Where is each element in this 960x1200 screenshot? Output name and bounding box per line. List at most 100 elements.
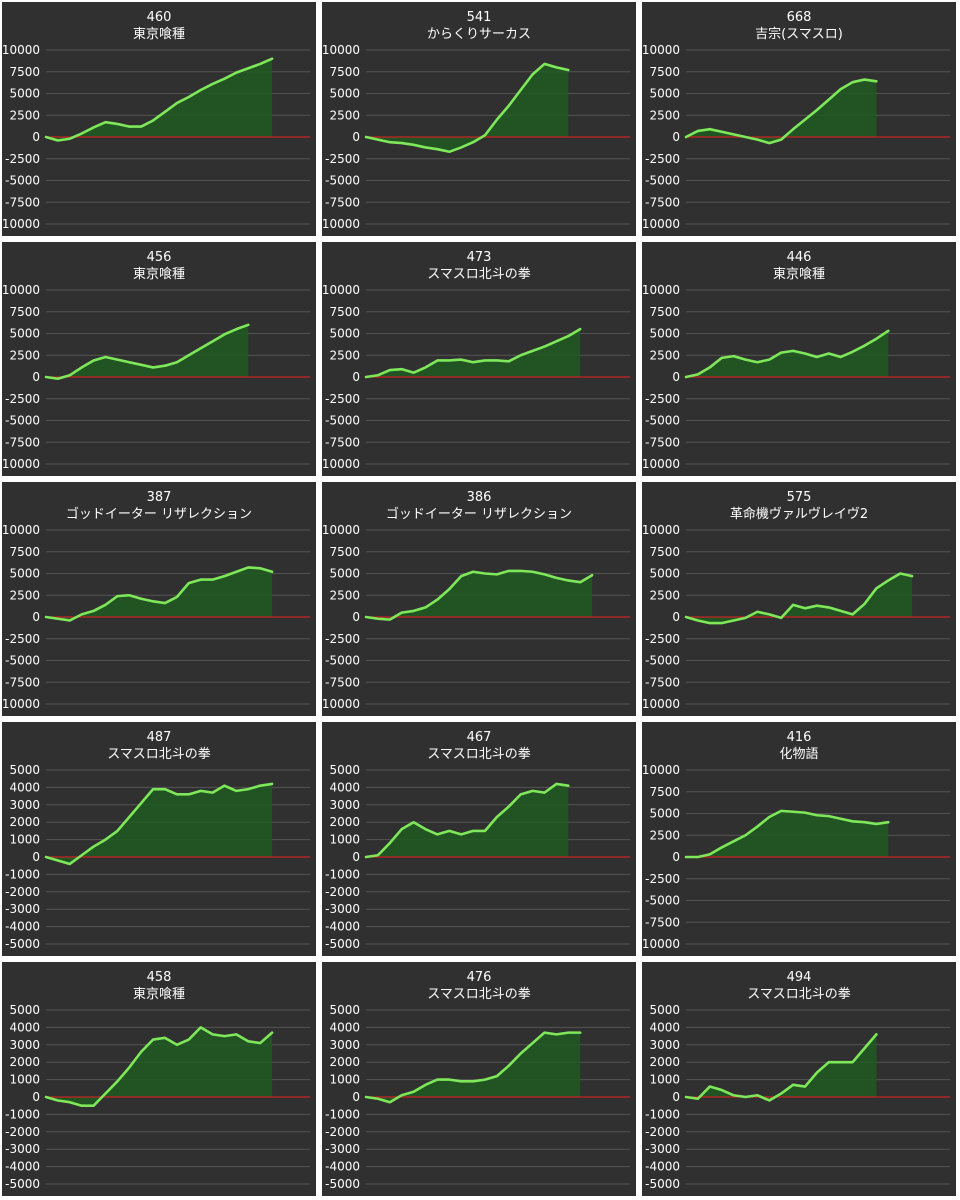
data-point: [247, 324, 249, 326]
y-tick-label: -5000: [645, 654, 680, 668]
chart-subtitle: 吉宗(スマスロ): [755, 26, 843, 42]
data-point: [899, 572, 901, 574]
data-point: [828, 815, 830, 817]
data-point: [448, 359, 450, 361]
y-tick-label: -10000: [322, 217, 360, 231]
y-tick-label: -4000: [5, 920, 40, 934]
data-point: [472, 571, 474, 573]
y-tick-label: -7500: [5, 195, 40, 209]
data-point: [768, 142, 770, 144]
data-point: [756, 825, 758, 827]
series-line: [684, 1033, 878, 1102]
data-point: [768, 816, 770, 818]
data-point: [780, 1092, 782, 1094]
data-point: [69, 138, 71, 140]
data-point: [200, 1026, 202, 1028]
y-tick-label: 2000: [329, 815, 360, 829]
series-area: [686, 573, 913, 624]
y-tick-label: 5000: [329, 327, 360, 341]
y-tick-label: 2000: [329, 1055, 360, 1069]
data-point: [744, 358, 746, 360]
y-tick-label: 10000: [642, 523, 680, 537]
chart-title: 494: [787, 970, 812, 985]
data-point: [247, 1040, 249, 1042]
y-tick-label: -1000: [5, 867, 40, 881]
chart-title: 487: [147, 730, 172, 745]
data-point: [744, 1096, 746, 1098]
y-tick-label: -10000: [2, 697, 40, 711]
data-point: [69, 374, 71, 376]
data-point: [543, 63, 545, 65]
data-point: [401, 368, 403, 370]
y-tick-label: -2000: [325, 1125, 360, 1139]
series-area: [686, 330, 889, 377]
data-point: [875, 338, 877, 340]
chart-panel: 386 ゴッドイーター リザレクション 10000 7500 5000 2500 0 -250…: [322, 482, 636, 716]
data-point: [851, 81, 853, 83]
y-tick-label: 10000: [2, 43, 40, 57]
data-point: [508, 104, 510, 106]
data-point: [756, 611, 758, 613]
data-point: [780, 617, 782, 619]
data-point: [164, 1037, 166, 1039]
y-tick-label: 2000: [9, 1055, 40, 1069]
data-point: [152, 788, 154, 790]
data-point: [271, 571, 273, 573]
series-line: [44, 782, 274, 866]
chart-panel: 494 スマスロ北斗の拳 5000 4000 3000 2000 1000 0 -1000 -20…: [642, 962, 956, 1196]
chart-panel: 458 東京喰種 5000 4000 3000 2000 1000 0 -1000 -2000 -3…: [2, 962, 316, 1196]
y-tick-label: -7500: [5, 675, 40, 689]
y-tick-label: -2500: [645, 392, 680, 406]
y-tick-label: 5000: [649, 807, 680, 821]
y-tick-label: 10000: [642, 763, 680, 777]
data-point: [365, 136, 367, 138]
data-point: [436, 833, 438, 835]
data-point: [69, 619, 71, 621]
data-point: [709, 366, 711, 368]
data-point: [496, 816, 498, 818]
y-tick-label: 7500: [649, 545, 680, 559]
chart-title: 458: [147, 970, 172, 985]
data-point: [863, 344, 865, 346]
data-point: [804, 607, 806, 609]
data-point: [840, 356, 842, 358]
data-point: [567, 335, 569, 337]
y-tick-label: -5000: [645, 414, 680, 428]
data-point: [828, 1061, 830, 1063]
series-area: [686, 1034, 877, 1101]
data-point: [531, 571, 533, 573]
data-point: [152, 1038, 154, 1040]
y-tick-label: -2500: [645, 632, 680, 646]
chart-subtitle: ゴッドイーター リザレクション: [386, 506, 572, 522]
data-point: [460, 358, 462, 360]
data-point: [365, 856, 367, 858]
chart-panel: 456 東京喰種 10000 7500 5000 2500 0 -2500 -5000 -7500…: [2, 242, 316, 476]
data-point: [247, 788, 249, 790]
series-line: [364, 62, 570, 154]
data-point: [200, 89, 202, 91]
data-point: [247, 566, 249, 568]
y-tick-label: 5000: [9, 567, 40, 581]
y-tick-label: 7500: [649, 305, 680, 319]
series-area: [686, 810, 889, 857]
data-point: [508, 1064, 510, 1066]
data-point: [709, 128, 711, 130]
data-point: [816, 604, 818, 606]
data-point: [496, 573, 498, 575]
series-area: [686, 79, 877, 144]
data-point: [685, 856, 687, 858]
data-point: [448, 830, 450, 832]
data-point: [472, 1080, 474, 1082]
y-tick-label: -2500: [325, 392, 360, 406]
data-point: [732, 840, 734, 842]
data-point: [816, 109, 818, 111]
data-point: [412, 144, 414, 146]
data-point: [555, 577, 557, 579]
data-point: [45, 856, 47, 858]
data-point: [732, 355, 734, 357]
